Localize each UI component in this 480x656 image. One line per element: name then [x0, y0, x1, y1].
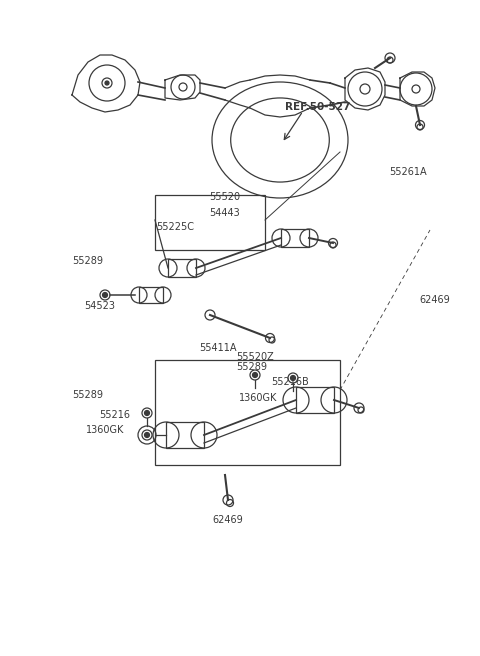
Text: 62469: 62469: [213, 515, 243, 525]
Bar: [155, 195, 265, 250]
Circle shape: [412, 85, 420, 93]
Text: 55261A: 55261A: [389, 167, 427, 177]
Bar: [139, 287, 163, 303]
Circle shape: [288, 373, 298, 383]
Circle shape: [105, 81, 109, 85]
Circle shape: [142, 408, 152, 418]
Circle shape: [223, 495, 233, 505]
Text: 1360GK: 1360GK: [239, 393, 277, 403]
Text: 1360GK: 1360GK: [86, 425, 124, 435]
Text: REF.50-527: REF.50-527: [285, 102, 351, 112]
Circle shape: [144, 432, 149, 438]
Circle shape: [144, 411, 149, 415]
Text: 62469: 62469: [420, 295, 450, 305]
Text: 54523: 54523: [84, 301, 116, 311]
Text: 55216B: 55216B: [271, 377, 309, 387]
Bar: [166, 422, 204, 448]
Circle shape: [102, 78, 112, 88]
Circle shape: [252, 373, 257, 377]
Circle shape: [250, 370, 260, 380]
Text: 55520: 55520: [209, 192, 240, 202]
Bar: [296, 387, 334, 413]
Bar: [168, 259, 196, 277]
Bar: [155, 360, 340, 465]
Text: 55289: 55289: [237, 362, 267, 372]
Text: 55289: 55289: [72, 390, 104, 400]
Circle shape: [290, 375, 296, 380]
Text: 55289: 55289: [72, 256, 104, 266]
Text: 55216: 55216: [99, 410, 131, 420]
Circle shape: [328, 239, 337, 247]
Circle shape: [142, 430, 152, 440]
Circle shape: [385, 53, 395, 63]
Text: 55411A: 55411A: [199, 343, 237, 353]
Text: 54443: 54443: [210, 208, 240, 218]
Circle shape: [354, 403, 364, 413]
Circle shape: [205, 310, 215, 320]
Circle shape: [100, 290, 110, 300]
Circle shape: [103, 293, 108, 298]
Text: 55520Z: 55520Z: [236, 352, 274, 362]
Circle shape: [416, 121, 424, 129]
Circle shape: [179, 83, 187, 91]
Text: 55225C: 55225C: [156, 222, 194, 232]
Circle shape: [265, 333, 275, 342]
Bar: [281, 229, 309, 247]
Circle shape: [360, 84, 370, 94]
